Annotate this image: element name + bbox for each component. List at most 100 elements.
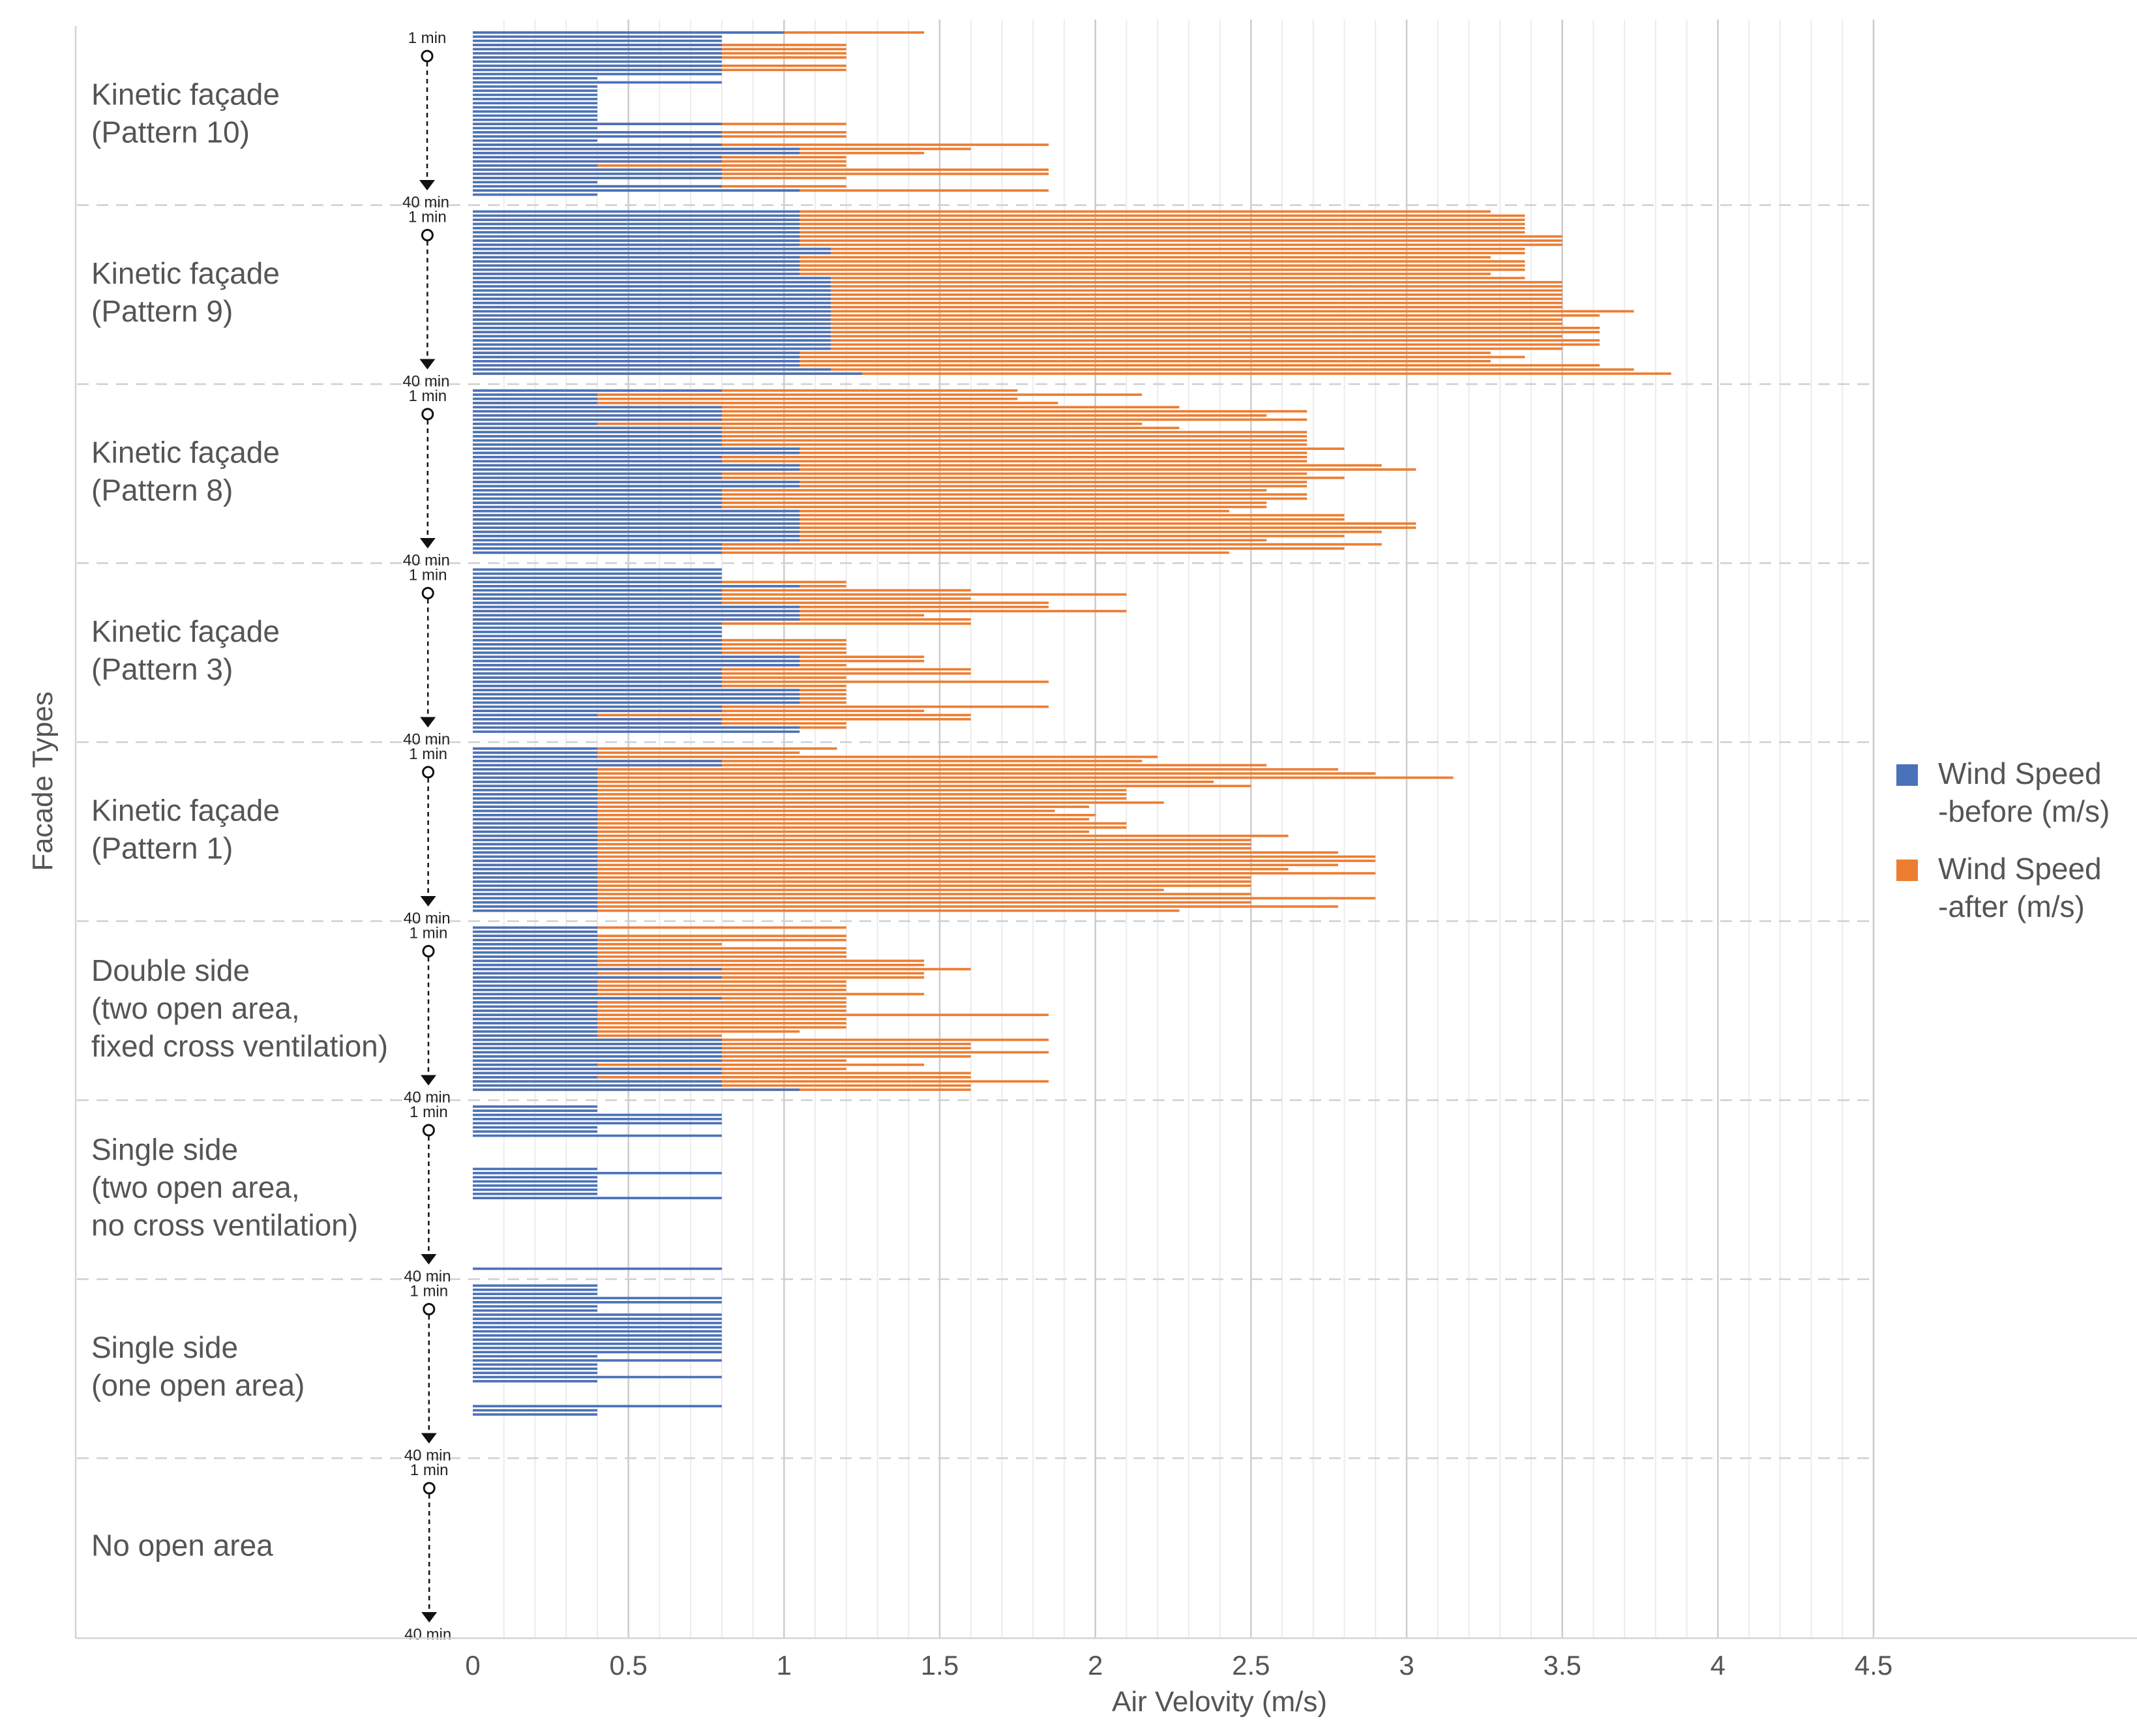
legend-swatch	[1896, 764, 1918, 786]
x-tick-label: 0	[465, 1650, 480, 1681]
bar-before	[473, 318, 831, 321]
bar-after	[473, 760, 1143, 762]
bar-after	[473, 293, 1562, 296]
time-arrow-head	[419, 359, 436, 370]
bar-before	[473, 322, 831, 325]
time-arrow-head	[421, 1612, 438, 1623]
bar-before	[473, 293, 831, 296]
x-tick-label: 2.5	[1232, 1650, 1270, 1681]
x-tick-label: 4	[1711, 1650, 1726, 1681]
bar-after	[473, 418, 1308, 421]
bar-before	[473, 672, 722, 675]
bar-after	[473, 423, 1143, 425]
bar-before	[473, 1375, 722, 1379]
bar-before	[473, 601, 722, 605]
axes	[74, 26, 2137, 1639]
bar-before	[473, 597, 722, 600]
bar-before	[473, 884, 597, 888]
bar-before	[473, 701, 800, 704]
bar-before	[473, 693, 800, 696]
bar-before	[473, 368, 831, 371]
group-separators	[77, 204, 1874, 1459]
bar-before	[473, 98, 597, 100]
bar-before	[473, 164, 597, 167]
bar-before	[473, 705, 722, 708]
bar-before	[473, 114, 597, 117]
bar-before	[473, 147, 800, 151]
bar-before	[473, 406, 722, 409]
bar-before	[473, 189, 800, 192]
bar-before	[473, 726, 800, 729]
bar-after	[473, 481, 1308, 483]
bar-before	[473, 514, 800, 516]
bar-before	[473, 481, 800, 483]
bar-after	[473, 747, 837, 750]
bar-before	[473, 830, 597, 833]
bar-before	[473, 1359, 722, 1362]
bar-after	[473, 776, 1454, 779]
bar-after	[473, 460, 1308, 463]
bar-before	[473, 339, 831, 342]
bar-before	[473, 722, 722, 725]
bar-after	[473, 306, 1562, 308]
time-end-label: 40 min	[404, 1447, 451, 1465]
bar-after	[473, 818, 1090, 821]
bar-after	[473, 360, 1491, 363]
bar-before	[473, 489, 722, 492]
bar-before	[473, 1363, 597, 1366]
bar-before	[473, 610, 800, 612]
bar-before	[473, 1126, 597, 1129]
bar-before	[473, 460, 722, 463]
bar-before	[473, 39, 722, 42]
time-start-label: 1 min	[408, 387, 447, 405]
bar-before	[473, 751, 597, 755]
bar-after	[473, 364, 1600, 367]
bar-before	[473, 44, 722, 46]
group-label-line: Kinetic façade	[91, 435, 280, 469]
bar-before	[473, 1330, 722, 1333]
bar-before	[473, 1192, 597, 1195]
legend-label: Wind Speed	[1938, 852, 2102, 886]
bar-before	[473, 1188, 597, 1191]
bar-after	[473, 872, 1376, 875]
bar-after	[473, 214, 1525, 217]
bar-after	[473, 851, 1338, 854]
bar-before	[473, 1405, 722, 1408]
bar-after	[473, 972, 925, 975]
bar-after	[473, 522, 1416, 525]
time-arrow-head	[420, 717, 436, 728]
bar-before	[473, 1038, 722, 1041]
bar-before	[473, 268, 800, 271]
bar-before	[473, 926, 597, 929]
bar-before	[473, 1184, 597, 1187]
bar-after	[473, 963, 925, 966]
bar-before	[473, 1413, 597, 1416]
bar-before	[473, 855, 597, 858]
bar-before	[473, 402, 597, 404]
bar-before	[473, 1351, 722, 1354]
bar-after	[473, 788, 1127, 792]
time-arrow-head	[421, 1075, 436, 1086]
bar-before	[473, 526, 800, 530]
bar-before	[473, 505, 722, 509]
bar-before	[473, 360, 800, 363]
bar-after	[473, 955, 846, 958]
bar-before	[473, 996, 722, 1000]
bar-before	[473, 35, 722, 38]
bar-before	[473, 585, 800, 588]
bar-before	[473, 427, 722, 430]
bar-after	[473, 310, 1634, 313]
bar-before	[473, 788, 597, 792]
bar-before	[473, 1172, 722, 1175]
bar-before	[473, 1063, 597, 1066]
bar-after	[473, 863, 1338, 867]
bar-after	[473, 1022, 846, 1025]
bar-before	[473, 1347, 722, 1349]
bar-after	[473, 1038, 1049, 1041]
bar-after	[473, 860, 1376, 862]
bar-before	[473, 214, 800, 217]
legend-label: -before (m/s)	[1938, 794, 2110, 828]
bar-before	[473, 222, 800, 226]
bar-after	[473, 888, 1164, 891]
bar-before	[473, 1068, 722, 1070]
